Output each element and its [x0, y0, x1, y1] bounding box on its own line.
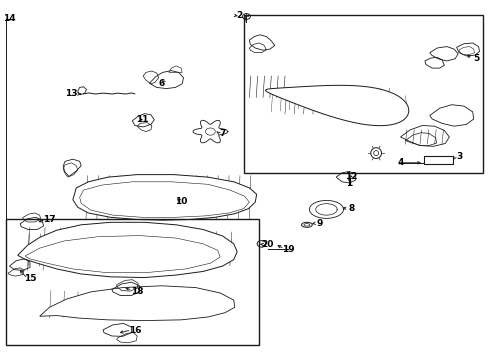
Text: 18: 18	[131, 287, 143, 296]
Text: 15: 15	[23, 274, 36, 283]
Text: 12: 12	[345, 172, 357, 181]
Text: 1: 1	[346, 179, 352, 188]
Text: 5: 5	[472, 54, 478, 63]
Text: 13: 13	[65, 89, 78, 98]
Text: 16: 16	[128, 326, 141, 335]
Text: 3: 3	[455, 152, 461, 161]
Text: 9: 9	[316, 219, 323, 228]
Text: 11: 11	[136, 114, 148, 123]
Text: 6: 6	[158, 79, 164, 88]
Text: 14: 14	[3, 14, 16, 23]
Text: 8: 8	[348, 204, 354, 213]
Text: 7: 7	[219, 129, 225, 138]
Polygon shape	[40, 286, 234, 320]
Text: 2: 2	[236, 10, 242, 19]
Polygon shape	[18, 222, 237, 278]
Ellipse shape	[301, 222, 312, 227]
Bar	[244, 15, 483, 173]
Text: 20: 20	[261, 240, 274, 249]
Text: 17: 17	[43, 215, 56, 224]
Text: 10: 10	[175, 197, 187, 206]
Ellipse shape	[257, 240, 265, 247]
Text: 4: 4	[397, 158, 403, 167]
Bar	[5, 220, 259, 345]
Polygon shape	[265, 85, 408, 126]
Polygon shape	[73, 175, 256, 220]
Bar	[423, 156, 452, 164]
Text: 19: 19	[282, 246, 294, 255]
